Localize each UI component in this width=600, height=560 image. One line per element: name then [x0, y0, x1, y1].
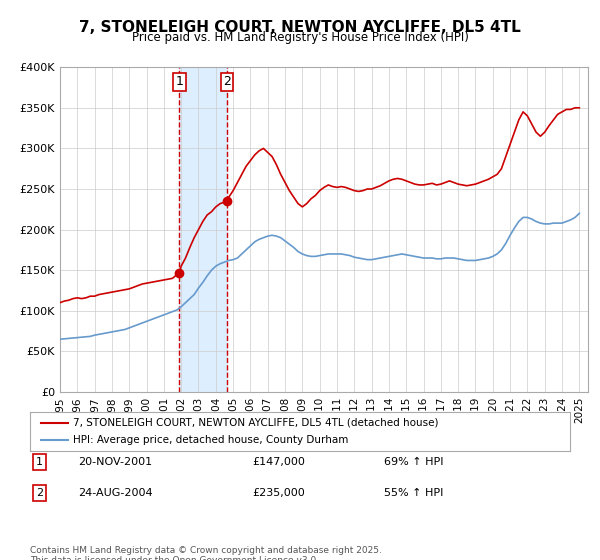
Text: 55% ↑ HPI: 55% ↑ HPI [384, 488, 443, 498]
Text: 20-NOV-2001: 20-NOV-2001 [78, 457, 152, 467]
Text: 1: 1 [175, 75, 183, 88]
Bar [179, 67, 227, 392]
Text: 1: 1 [36, 457, 43, 467]
Text: 7, STONELEIGH COURT, NEWTON AYCLIFFE, DL5 4TL: 7, STONELEIGH COURT, NEWTON AYCLIFFE, DL… [79, 20, 521, 35]
Text: 24-AUG-2004: 24-AUG-2004 [78, 488, 152, 498]
Text: 69% ↑ HPI: 69% ↑ HPI [384, 457, 443, 467]
Text: Contains HM Land Registry data © Crown copyright and database right 2025.
This d: Contains HM Land Registry data © Crown c… [30, 546, 382, 560]
Text: £147,000: £147,000 [252, 457, 305, 467]
Text: 7, STONELEIGH COURT, NEWTON AYCLIFFE, DL5 4TL (detached house): 7, STONELEIGH COURT, NEWTON AYCLIFFE, DL… [73, 418, 439, 428]
Text: HPI: Average price, detached house, County Durham: HPI: Average price, detached house, Coun… [73, 435, 349, 445]
Text: 2: 2 [36, 488, 43, 498]
Text: 2: 2 [223, 75, 231, 88]
Text: Price paid vs. HM Land Registry's House Price Index (HPI): Price paid vs. HM Land Registry's House … [131, 31, 469, 44]
Text: £235,000: £235,000 [252, 488, 305, 498]
